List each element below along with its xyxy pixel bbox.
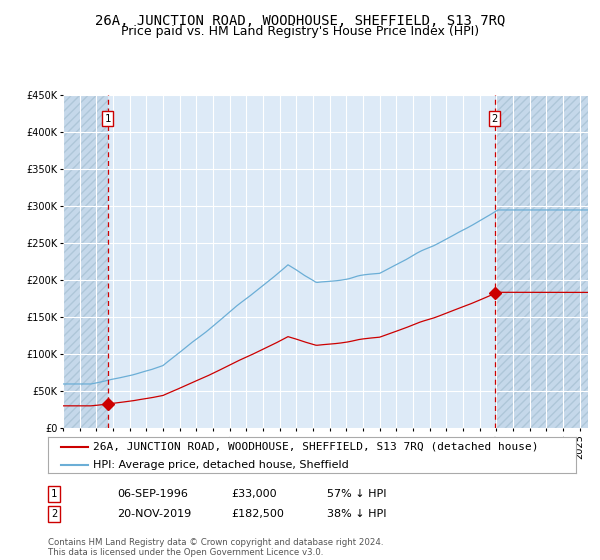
Text: 06-SEP-1996: 06-SEP-1996 xyxy=(117,489,188,499)
Bar xyxy=(494,95,588,428)
Text: Price paid vs. HM Land Registry's House Price Index (HPI): Price paid vs. HM Land Registry's House … xyxy=(121,25,479,39)
Text: 26A, JUNCTION ROAD, WOODHOUSE, SHEFFIELD, S13 7RQ (detached house): 26A, JUNCTION ROAD, WOODHOUSE, SHEFFIELD… xyxy=(93,442,538,452)
Text: £33,000: £33,000 xyxy=(231,489,277,499)
Text: Contains HM Land Registry data © Crown copyright and database right 2024.
This d: Contains HM Land Registry data © Crown c… xyxy=(48,538,383,557)
Text: 38% ↓ HPI: 38% ↓ HPI xyxy=(327,509,386,519)
Text: £182,500: £182,500 xyxy=(231,509,284,519)
Text: HPI: Average price, detached house, Sheffield: HPI: Average price, detached house, Shef… xyxy=(93,460,349,470)
Text: 57% ↓ HPI: 57% ↓ HPI xyxy=(327,489,386,499)
Text: 1: 1 xyxy=(51,489,57,499)
Text: 2: 2 xyxy=(491,114,497,124)
Text: 26A, JUNCTION ROAD, WOODHOUSE, SHEFFIELD, S13 7RQ: 26A, JUNCTION ROAD, WOODHOUSE, SHEFFIELD… xyxy=(95,14,505,28)
Text: 20-NOV-2019: 20-NOV-2019 xyxy=(117,509,191,519)
Text: 1: 1 xyxy=(104,114,111,124)
Bar xyxy=(63,95,107,428)
Text: 2: 2 xyxy=(51,509,57,519)
